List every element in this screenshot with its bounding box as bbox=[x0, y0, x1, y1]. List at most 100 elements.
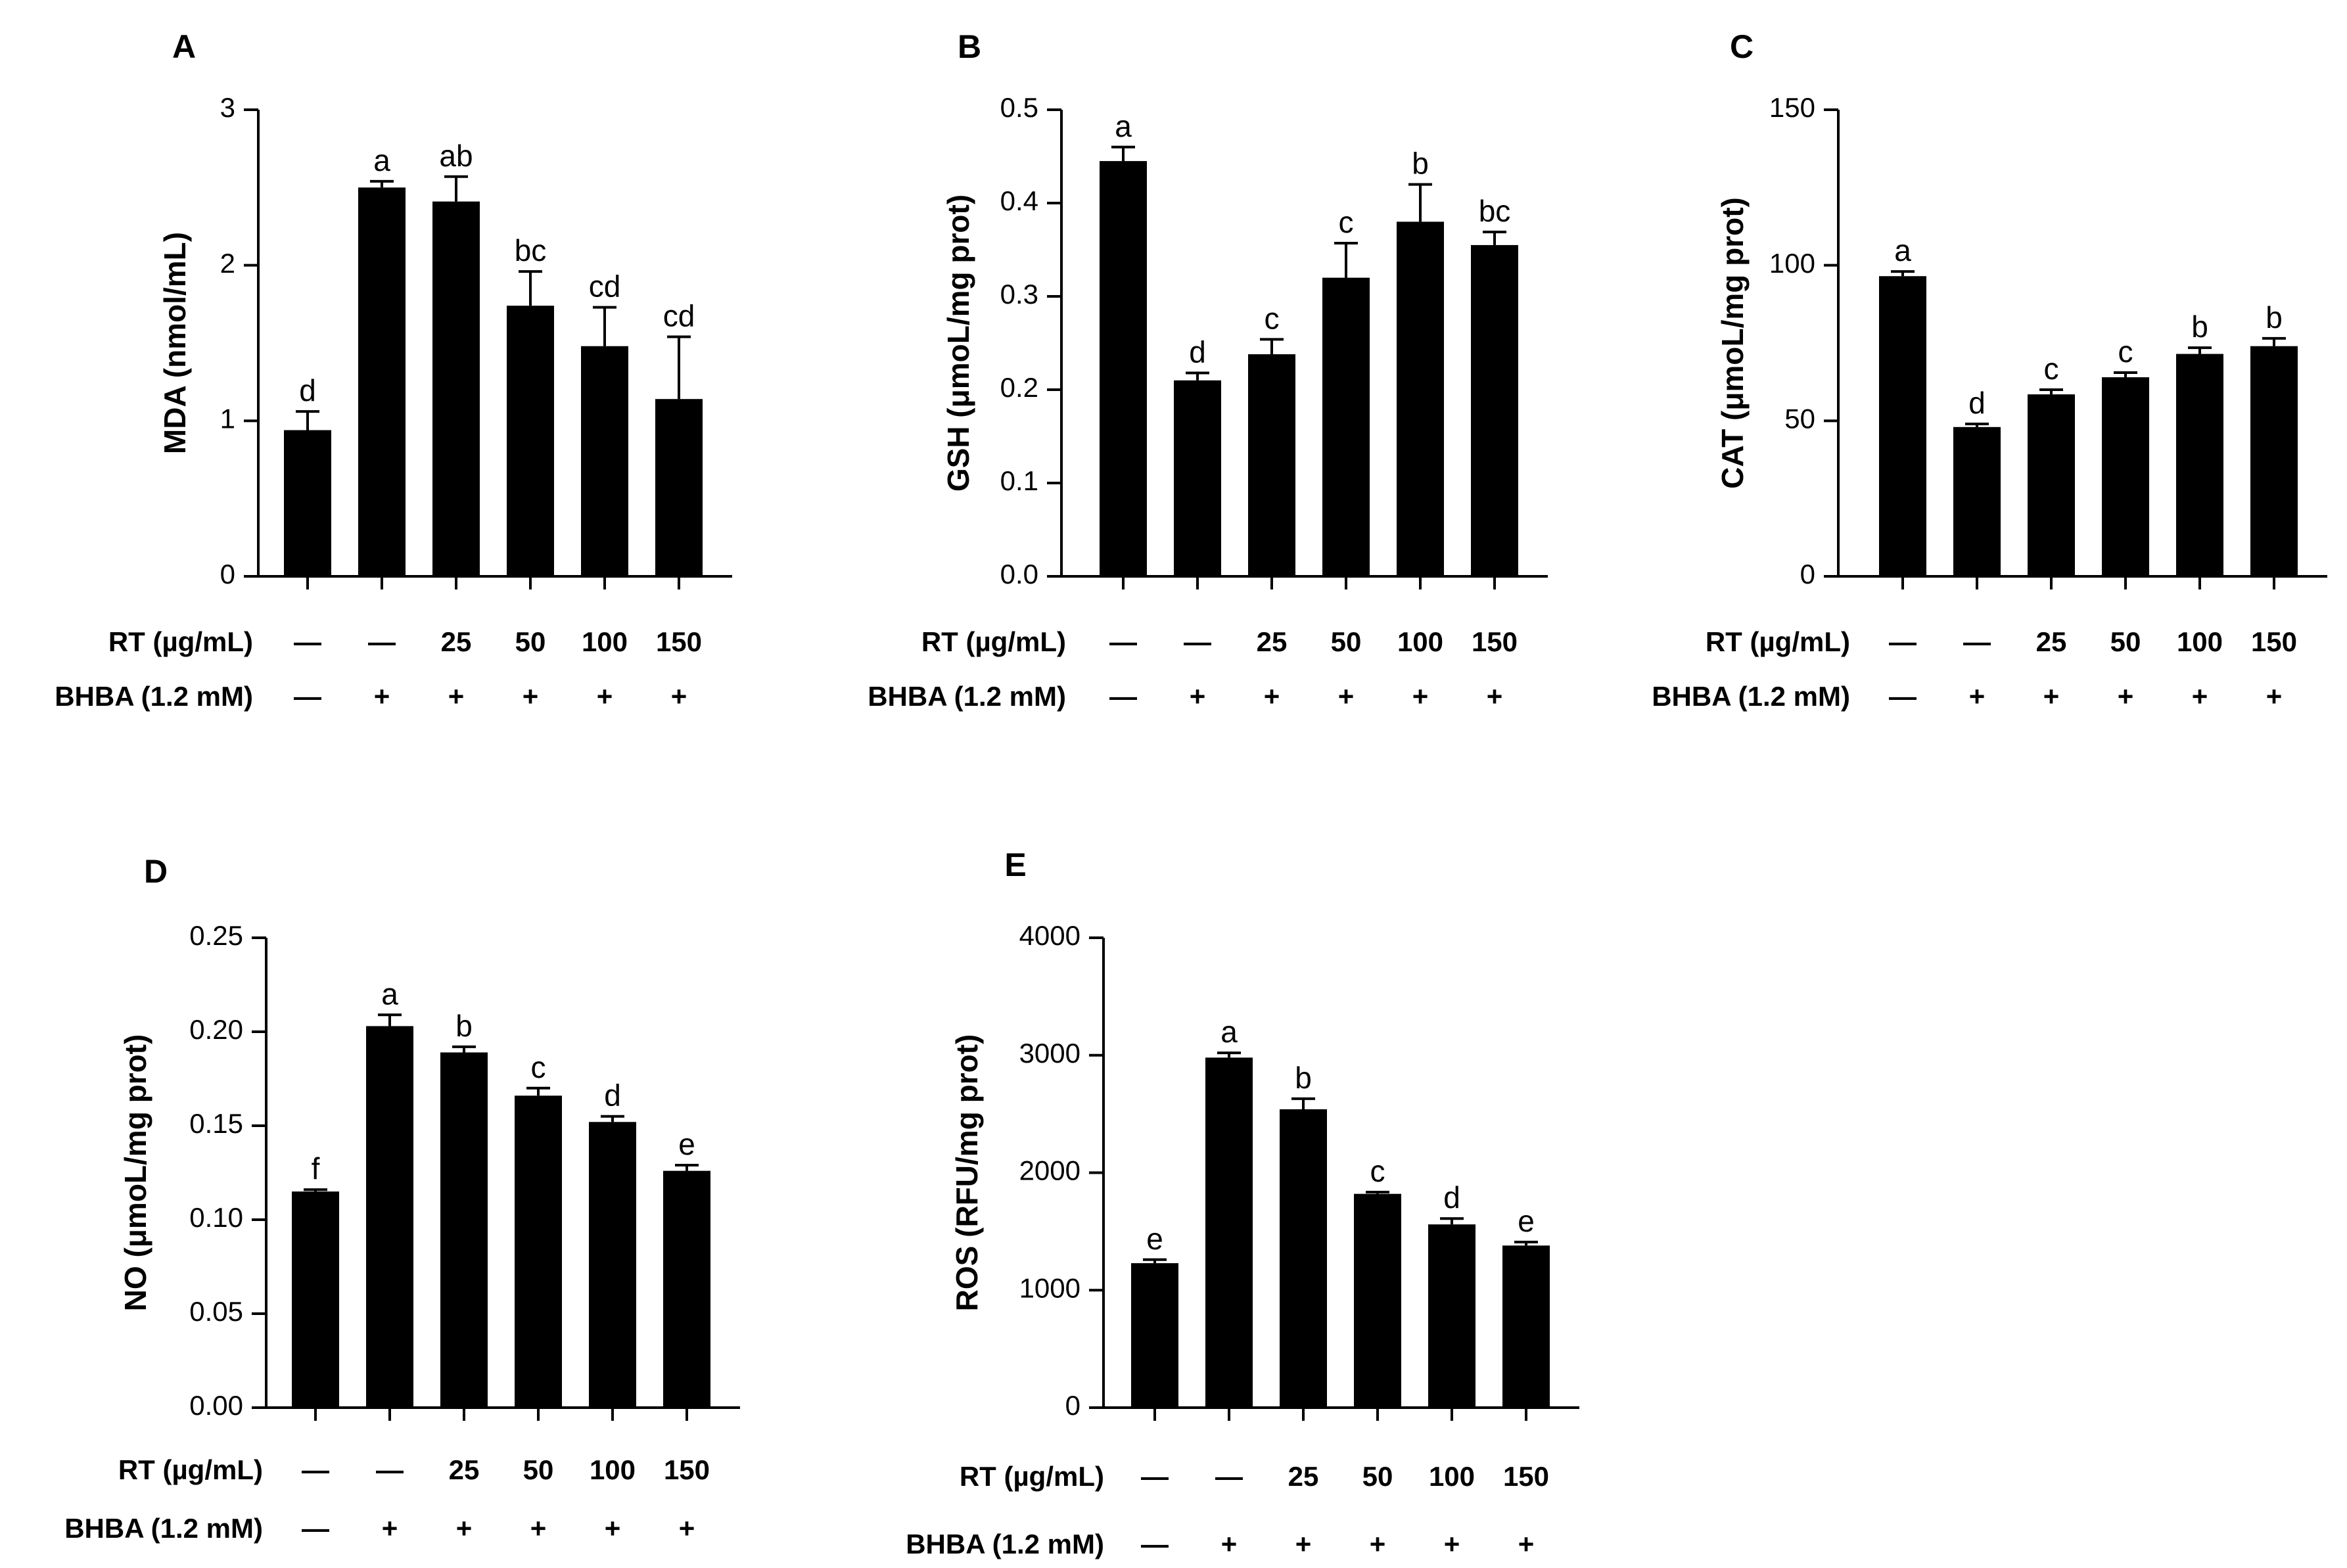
y-tick-label: 0 bbox=[1065, 1390, 1081, 1421]
panel-d: D 0.00 0.05 0.10 0.15 0.20 0.25 NO (μmoL/mg pro… bbox=[64, 853, 740, 1544]
y-tick-label: 1000 bbox=[1019, 1272, 1081, 1303]
bhba-row-label: BHBA (1.2 mM) bbox=[1652, 681, 1850, 712]
bhba-value: + bbox=[530, 1513, 547, 1544]
bar bbox=[655, 399, 703, 576]
significance-label: ab bbox=[439, 139, 473, 173]
bhba-value: — bbox=[294, 681, 321, 712]
bhba-value: + bbox=[456, 1513, 473, 1544]
y-tick-label: 0.4 bbox=[1000, 185, 1038, 216]
y-tick-label: 3 bbox=[220, 92, 235, 123]
bhba-value: + bbox=[1295, 1529, 1312, 1559]
bhba-value: + bbox=[1370, 1529, 1386, 1559]
significance-label: cd bbox=[589, 269, 621, 304]
y-axis-title: CAT (μmoL/mg prot) bbox=[1715, 197, 1750, 489]
y-tick-label: 0.05 bbox=[189, 1296, 243, 1327]
bar bbox=[292, 1191, 339, 1408]
bar bbox=[1100, 161, 1147, 577]
rt-value: — bbox=[376, 1454, 404, 1485]
panel-letter: C bbox=[1730, 28, 1754, 65]
bhba-value: — bbox=[302, 1513, 329, 1544]
y-axis-title: ROS (RFU/mg prot) bbox=[950, 1034, 984, 1312]
panel-a: A 0 1 2 3 MDA (nmol/mL) d — — a — + ab 25 + bc 50 + cd 100 +… bbox=[55, 28, 732, 712]
rt-value: — bbox=[1963, 626, 1991, 657]
bar bbox=[1428, 1224, 1476, 1408]
significance-label: bc bbox=[515, 233, 547, 267]
bhba-value: + bbox=[374, 681, 390, 712]
bhba-value: + bbox=[605, 1513, 621, 1544]
bhba-value: + bbox=[671, 681, 687, 712]
bar bbox=[2028, 394, 2075, 576]
bar bbox=[663, 1170, 710, 1408]
y-tick-label: 2 bbox=[220, 248, 235, 279]
rt-value: 50 bbox=[523, 1454, 554, 1485]
bhba-value: — bbox=[1141, 1529, 1169, 1559]
bar bbox=[1953, 427, 2001, 576]
bhba-value: + bbox=[2118, 681, 2134, 712]
rt-value: 25 bbox=[441, 626, 472, 657]
bar bbox=[515, 1095, 562, 1408]
rt-value: 50 bbox=[1362, 1461, 1393, 1492]
bhba-value: + bbox=[1221, 1529, 1238, 1559]
significance-label: b bbox=[1295, 1061, 1312, 1095]
rt-row-label: RT (µg/mL) bbox=[1706, 626, 1850, 657]
bhba-value: + bbox=[2043, 681, 2060, 712]
y-tick-label: 0.00 bbox=[189, 1390, 243, 1421]
rt-value: 150 bbox=[656, 626, 702, 657]
panel-c: C 0 50 100 150 CAT (μmoL/mg prot) a — — d — + c 25 + c 5… bbox=[1652, 28, 2327, 712]
rt-value: 150 bbox=[664, 1454, 710, 1485]
bar bbox=[284, 430, 331, 576]
bhba-value: + bbox=[2192, 681, 2208, 712]
y-tick-label: 0.0 bbox=[1000, 559, 1038, 589]
bar bbox=[358, 187, 406, 576]
rt-row-label: RT (µg/mL) bbox=[118, 1454, 263, 1485]
rt-value: 150 bbox=[1472, 626, 1518, 657]
bhba-value: + bbox=[2266, 681, 2283, 712]
significance-label: e bbox=[678, 1127, 695, 1161]
panel-e: E 0 1000 2000 3000 4000 ROS (RFU/mg prot) e — — a —… bbox=[906, 846, 1579, 1559]
y-tick-label: 1 bbox=[220, 403, 235, 434]
bhba-value: + bbox=[523, 681, 539, 712]
y-tick-label: 0.25 bbox=[189, 920, 243, 951]
significance-label: b bbox=[2191, 310, 2208, 344]
bar bbox=[1248, 354, 1295, 576]
bhba-value: + bbox=[1487, 681, 1503, 712]
bhba-value: + bbox=[679, 1513, 695, 1544]
bar bbox=[1205, 1057, 1253, 1408]
bhba-value: — bbox=[1889, 681, 1917, 712]
significance-label: c bbox=[1370, 1154, 1385, 1188]
rt-row-label: RT (µg/mL) bbox=[108, 626, 253, 657]
panel-b: B 0.0 0.1 0.2 0.3 0.4 0.5 GSH (μmoL/mg prot) a — —… bbox=[868, 28, 1548, 712]
y-tick-label: 3000 bbox=[1019, 1038, 1081, 1069]
rt-value: 100 bbox=[590, 1454, 636, 1485]
bar bbox=[1280, 1109, 1327, 1408]
bar bbox=[1397, 221, 1444, 576]
bhba-value: + bbox=[1338, 681, 1355, 712]
significance-label: a bbox=[381, 977, 398, 1011]
significance-label: c bbox=[1265, 301, 1280, 335]
bhba-value: + bbox=[1412, 681, 1429, 712]
y-tick-label: 0.10 bbox=[189, 1202, 243, 1233]
y-axis-title: NO (μmoL/mg prot) bbox=[118, 1034, 152, 1312]
bhba-row-label: BHBA (1.2 mM) bbox=[906, 1529, 1104, 1559]
rt-row-label: RT (µg/mL) bbox=[960, 1461, 1104, 1492]
bar bbox=[507, 306, 554, 576]
rt-value: — bbox=[1889, 626, 1917, 657]
significance-label: d bbox=[299, 373, 316, 407]
significance-label: a bbox=[1220, 1015, 1238, 1049]
significance-label: b bbox=[2266, 300, 2283, 334]
panel-letter: A bbox=[172, 28, 196, 65]
significance-label: d bbox=[1968, 386, 1986, 420]
y-tick-label: 0 bbox=[220, 559, 235, 589]
bar bbox=[366, 1026, 413, 1408]
panel-letter: B bbox=[958, 28, 981, 65]
bhba-value: + bbox=[448, 681, 465, 712]
y-tick-label: 0.3 bbox=[1000, 279, 1038, 310]
bhba-row-label: BHBA (1.2 mM) bbox=[868, 681, 1066, 712]
significance-label: c bbox=[531, 1050, 546, 1084]
significance-label: a bbox=[373, 143, 390, 177]
y-tick-label: 0.5 bbox=[1000, 92, 1038, 123]
significance-label: cd bbox=[663, 299, 695, 333]
significance-label: f bbox=[312, 1151, 320, 1186]
y-tick-label: 100 bbox=[1769, 248, 1815, 279]
